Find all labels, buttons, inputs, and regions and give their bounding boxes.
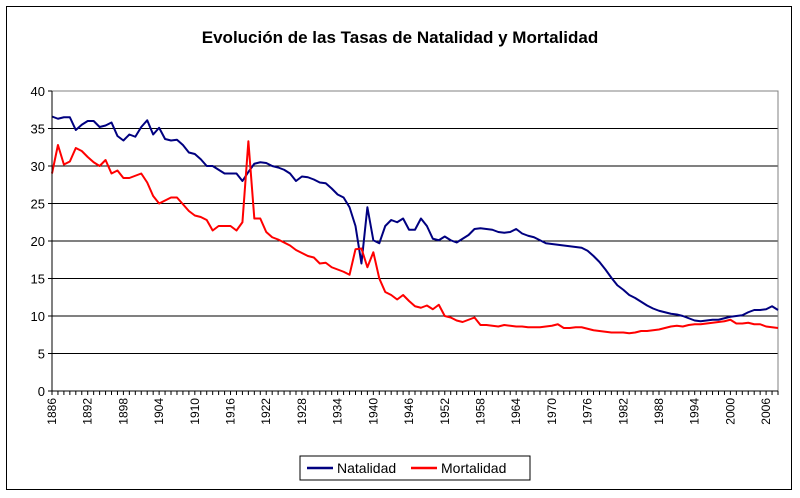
legend-label-natalidad: Natalidad <box>337 460 396 476</box>
x-tick-label: 1886 <box>45 398 59 425</box>
chart-svg: Evolución de las Tasas de Natalidad y Mo… <box>31 28 779 481</box>
x-tick-label: 1940 <box>366 398 380 425</box>
x-tick-label: 1898 <box>116 398 130 425</box>
x-tick-label: 1988 <box>652 398 666 425</box>
y-tick-label: 10 <box>31 309 45 324</box>
x-tick-label: 1958 <box>473 398 487 425</box>
series-line-mortalidad <box>51 140 779 335</box>
x-tick-label: 2006 <box>759 398 773 425</box>
x-tick-label: 1982 <box>616 398 630 425</box>
legend: Natalidad Mortalidad <box>299 455 531 481</box>
grid-layer <box>52 90 778 354</box>
x-tick-label: 1934 <box>331 398 345 425</box>
x-tick-label: 1916 <box>224 398 238 425</box>
x-tick-label: 1970 <box>545 398 559 425</box>
x-tick-label: 1922 <box>259 398 273 425</box>
legend-label-mortalidad: Mortalidad <box>441 460 506 476</box>
x-tick-label: 1976 <box>581 398 595 425</box>
series-layer <box>51 115 779 335</box>
x-tick-label: 1904 <box>152 398 166 425</box>
x-tick-label: 2000 <box>723 398 737 425</box>
y-tick-label: 5 <box>38 347 45 362</box>
chart-frame: Evolución de las Tasas de Natalidad y Mo… <box>6 6 792 490</box>
y-tick-label: 0 <box>38 384 45 399</box>
y-tick-label: 15 <box>31 272 45 287</box>
y-tick-label: 35 <box>31 122 45 137</box>
x-tick-label: 1892 <box>81 398 95 425</box>
x-tick-label: 1964 <box>509 398 523 425</box>
x-tick-label: 1928 <box>295 398 309 425</box>
x-tick-label: 1946 <box>402 398 416 425</box>
series-line-natalidad <box>51 115 779 323</box>
y-tick-label: 30 <box>31 159 45 174</box>
y-tick-label: 20 <box>31 234 45 249</box>
y-tick-label: 40 <box>31 84 45 99</box>
x-tick-label: 1910 <box>188 398 202 425</box>
x-tick-label: 1994 <box>688 398 702 425</box>
x-tick-label: 1952 <box>438 398 452 425</box>
chart-title: Evolución de las Tasas de Natalidad y Mo… <box>202 28 598 47</box>
y-tick-label: 25 <box>31 197 45 212</box>
axis-layer: 0 5 10 15 20 25 30 35 40 1886 1892 1898 1904 1910 1916… <box>31 84 779 425</box>
